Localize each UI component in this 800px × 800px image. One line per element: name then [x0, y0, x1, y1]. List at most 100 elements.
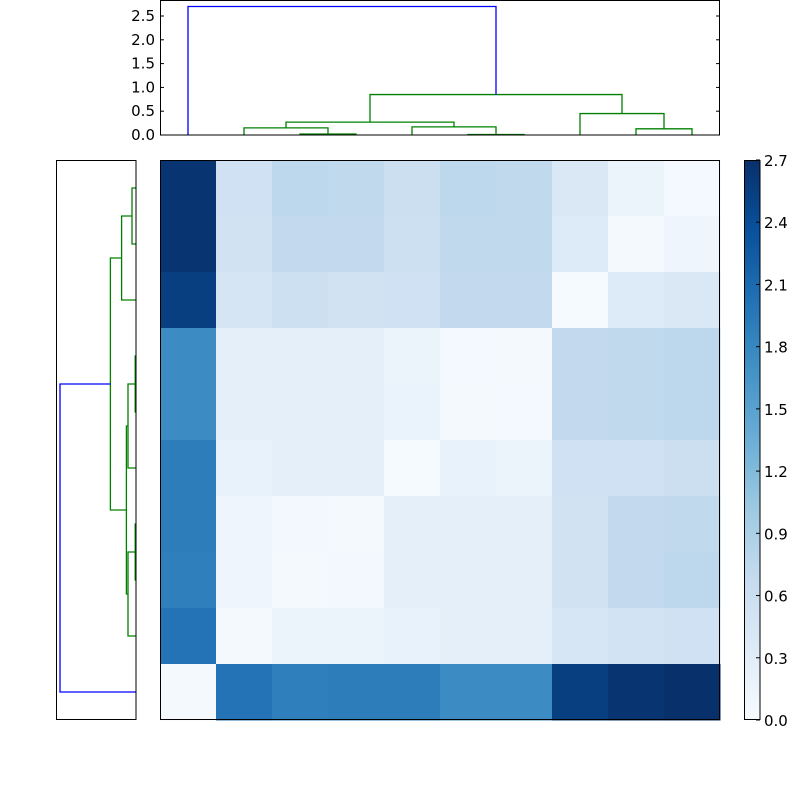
heatmap-cell: [552, 160, 609, 217]
heatmap-cell: [664, 440, 721, 497]
heatmap-cell: [216, 272, 273, 329]
heatmap-cell: [664, 216, 721, 273]
heatmap-cell: [552, 608, 609, 665]
heatmap-cell: [664, 160, 721, 217]
top-dendrogram-links: [187, 5, 693, 136]
colorbar-tick-label: 2.7: [764, 152, 788, 170]
colorbar-tick-label: 1.5: [764, 401, 788, 419]
heatmap-cell: [384, 440, 441, 497]
top-dendrogram-y-ticks: 0.0 0.5 1.0 1.5 2.0 2.5: [131, 7, 720, 144]
heatmap-cell: [216, 608, 273, 665]
heatmap-cell: [160, 216, 217, 273]
heatmap-cell: [440, 664, 497, 721]
heatmap-cell: [384, 384, 441, 441]
heatmap-cell: [272, 496, 329, 553]
heatmap-cell: [608, 496, 665, 553]
heatmap-cell: [608, 384, 665, 441]
heatmap-cell: [160, 608, 217, 665]
heatmap-cell: [440, 216, 497, 273]
dendrogram-link: [109, 257, 127, 511]
y-tick-label: 1.0: [131, 78, 155, 96]
colorbar-ticks: 0.0 0.3 0.6 0.9 1.2 1.5 1.8 2.1 2.4 2.7: [756, 152, 788, 730]
heatmap-cell: [328, 160, 385, 217]
heatmap-cell: [552, 272, 609, 329]
heatmap-cell: [552, 664, 609, 721]
top-dendrogram: 0.0 0.5 1.0 1.5 2.0 2.5: [131, 0, 720, 144]
heatmap-cell: [496, 496, 553, 553]
heatmap-cell: [664, 552, 721, 609]
heatmap-cell: [496, 272, 553, 329]
heatmap-cell: [384, 328, 441, 385]
heatmap-cell: [160, 384, 217, 441]
heatmap-cell: [328, 216, 385, 273]
heatmap-cell: [384, 160, 441, 217]
colorbar-tick-label: 0.0: [764, 712, 788, 730]
heatmap-cell: [608, 608, 665, 665]
heatmap-cell: [496, 384, 553, 441]
heatmap-cell: [272, 440, 329, 497]
heatmap-cell: [160, 328, 217, 385]
heatmap-cell: [608, 664, 665, 721]
heatmap-cell: [160, 272, 217, 329]
colorbar-tick-label: 0.9: [764, 525, 788, 543]
dendrogram-link: [369, 93, 623, 123]
heatmap-cell: [496, 608, 553, 665]
heatmap-cell: [160, 160, 217, 217]
heatmap-cell: [160, 440, 217, 497]
heatmap-cell: [160, 552, 217, 609]
heatmap-cell: [328, 272, 385, 329]
heatmap-cell: [664, 328, 721, 385]
heatmap-cell: [272, 216, 329, 273]
heatmap-cell: [552, 496, 609, 553]
dendrogram-link: [411, 126, 497, 135]
dendrogram-link: [579, 112, 665, 135]
heatmap-cell: [328, 496, 385, 553]
colorbar-gradient: [744, 160, 760, 720]
heatmap-cell: [496, 664, 553, 721]
heatmap-cell: [384, 216, 441, 273]
heatmap-cell: [216, 440, 273, 497]
heatmap-cell: [440, 496, 497, 553]
left-dendrogram-links: [59, 187, 136, 693]
heatmap-cell: [552, 552, 609, 609]
heatmap-cell: [440, 160, 497, 217]
colorbar-tick-label: 1.8: [764, 339, 788, 357]
colorbar: 0.0 0.3 0.6 0.9 1.2 1.5 1.8 2.1 2.4 2.7: [744, 152, 788, 730]
heatmap-cell: [440, 384, 497, 441]
left-dendrogram: [56, 160, 137, 720]
heatmap-cell: [160, 496, 217, 553]
heatmap-cell: [272, 664, 329, 721]
colorbar-tick-label: 2.1: [764, 276, 788, 294]
heatmap-cell: [664, 384, 721, 441]
heatmap-cell: [440, 272, 497, 329]
dendrogram-link: [635, 128, 693, 135]
heatmap-cell: [552, 328, 609, 385]
heatmap-cell: [384, 272, 441, 329]
heatmap-cell: [496, 328, 553, 385]
y-tick-label: 2.0: [131, 31, 155, 49]
heatmap-cell: [664, 496, 721, 553]
heatmap-cell: [608, 160, 665, 217]
heatmap-cell: [440, 440, 497, 497]
heatmap-cell: [328, 328, 385, 385]
left-dendrogram-frame: [56, 160, 137, 720]
y-tick-label: 2.5: [131, 7, 155, 25]
heatmap-cell: [664, 664, 721, 721]
heatmap-cell: [440, 608, 497, 665]
heatmap-cell: [664, 608, 721, 665]
colorbar-tick-label: 2.4: [764, 214, 788, 232]
heatmap-cell: [384, 496, 441, 553]
heatmap-cell: [384, 552, 441, 609]
heatmap-cell: [272, 608, 329, 665]
heatmap-cell: [496, 160, 553, 217]
heatmap: [160, 160, 721, 721]
heatmap-cell: [664, 272, 721, 329]
heatmap-cell: [496, 552, 553, 609]
heatmap-cell: [216, 216, 273, 273]
heatmap-cell: [328, 552, 385, 609]
dendrogram-link: [120, 215, 136, 301]
heatmap-cells: [160, 160, 721, 721]
heatmap-cell: [552, 216, 609, 273]
dendrogram-link: [131, 187, 136, 245]
